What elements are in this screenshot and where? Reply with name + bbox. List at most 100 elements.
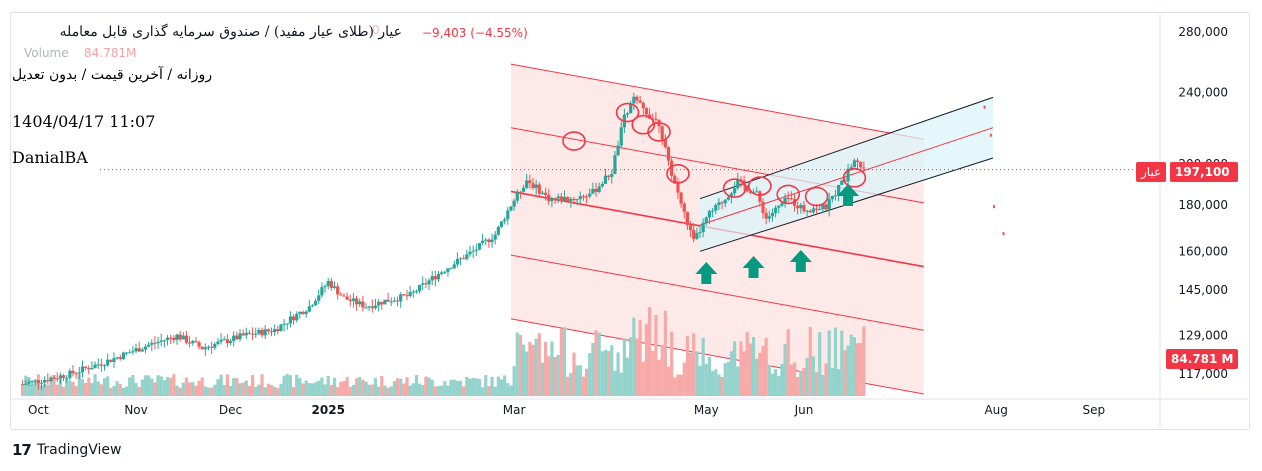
volume-bar [506, 383, 510, 396]
candle-body [251, 333, 255, 335]
candle-body [84, 366, 88, 369]
annotation-circle [615, 102, 640, 123]
candle-body [143, 346, 148, 350]
volume-bar [90, 382, 94, 396]
candle-body [726, 197, 730, 200]
candle-body [733, 188, 737, 194]
volume-bar [698, 365, 702, 396]
candle-body [187, 342, 192, 344]
volume-bar [660, 344, 664, 396]
volume-bar [814, 372, 819, 396]
candle-body [244, 332, 248, 336]
candle-body [424, 283, 428, 285]
tradingview-logo-text: TradingView [36, 442, 122, 458]
volume-bar [720, 376, 724, 396]
volume-bar [194, 385, 198, 396]
y-tick-label: 280,000 [1178, 25, 1228, 39]
candle-body [99, 364, 103, 366]
candle-body [440, 272, 444, 274]
volume-bar [84, 382, 88, 396]
candle-body [80, 366, 85, 373]
volume-bar [348, 386, 352, 396]
candle-body [46, 379, 50, 382]
volume-bar [288, 375, 293, 396]
volume-bar [77, 374, 81, 396]
volume-bar [260, 374, 264, 396]
tradingview-logo[interactable]: 17 TradingView [12, 440, 121, 460]
volume-bar [774, 369, 778, 396]
candle-body [632, 96, 636, 104]
candle-body [194, 341, 198, 343]
volume-bar [518, 335, 523, 396]
volume-bar [263, 387, 267, 396]
volume-bar [846, 345, 850, 396]
volume-bar [468, 378, 472, 396]
volume-bar [210, 387, 214, 396]
volume-bar [751, 337, 756, 396]
volume-bar [314, 382, 318, 396]
volume-bar [616, 352, 620, 396]
volume-bar [818, 332, 822, 396]
volume-bar [670, 331, 674, 396]
candle-body [260, 329, 264, 336]
volume-bar [534, 338, 538, 396]
volume-bar [49, 377, 53, 396]
candle-body [556, 196, 560, 199]
volume-bar [528, 341, 532, 396]
y-tick-label: 129,000 [1178, 329, 1228, 343]
candle-body [692, 230, 696, 239]
symbol-price-tag: عیار [1136, 162, 1167, 182]
candle-body [537, 184, 541, 194]
volume-bar [222, 385, 226, 396]
volume-bar [421, 385, 425, 396]
volume-bar [134, 382, 138, 396]
candle-body [172, 337, 176, 340]
price-chart[interactable]: 280,000240,000200,000180,000160,000145,0… [10, 12, 1248, 428]
candle-body [600, 183, 604, 187]
candle-body [540, 192, 545, 194]
volume-bar [657, 359, 661, 396]
volume-bar [688, 352, 693, 396]
candle-body [389, 301, 393, 303]
candle-body [616, 145, 620, 156]
volume-bar [24, 375, 28, 396]
candle-body [711, 210, 715, 212]
volume-bar [213, 384, 217, 396]
candle-body [203, 347, 207, 350]
volume-bar [178, 387, 182, 396]
volume-bar [159, 376, 163, 396]
candle-body [421, 283, 425, 285]
volume-bar [496, 376, 500, 396]
volume-bar [191, 382, 195, 396]
volume-bar [273, 386, 277, 396]
volume-bar [411, 383, 415, 396]
candle-body [499, 221, 504, 227]
volume-legend-label[interactable]: Volume [24, 46, 69, 60]
volume-bar [638, 319, 642, 396]
falling-channel-line [510, 63, 924, 140]
annotation-circle [631, 114, 656, 135]
volume-bar [827, 330, 831, 396]
volume-bar [859, 343, 863, 396]
candle-body [361, 301, 365, 308]
volume-bar [588, 353, 592, 396]
projection-mark [993, 205, 996, 209]
candle-body [90, 367, 94, 370]
candle-body [613, 155, 617, 175]
volume-bar [761, 345, 765, 396]
volume-bar [39, 385, 44, 396]
candle-body [660, 126, 664, 140]
volume-bar [61, 386, 66, 396]
volume-bar [254, 386, 258, 396]
volume-bar [225, 374, 229, 396]
candle-body [317, 295, 321, 301]
volume-bar [685, 336, 689, 396]
volume-bar [584, 368, 589, 396]
candle-body [165, 337, 170, 341]
symbol-title[interactable]: عیار (طلای عیار مفید) / صندوق سرمایه گذا… [59, 24, 402, 40]
candle-body [408, 292, 412, 297]
volume-bar [758, 352, 762, 396]
candle-body [254, 333, 258, 335]
candle-body [581, 196, 586, 198]
candle-body [471, 250, 475, 252]
